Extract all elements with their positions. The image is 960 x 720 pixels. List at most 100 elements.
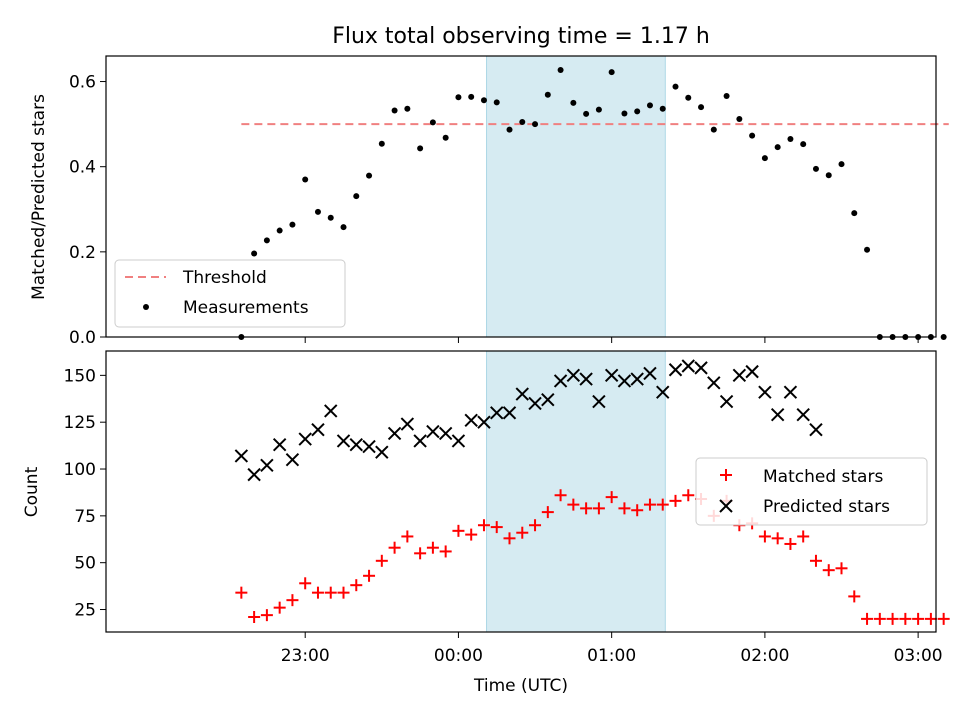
legend-box — [114, 259, 346, 328]
predicted-star-point — [451, 434, 466, 448]
x-tick-label: 00:00 — [434, 646, 483, 666]
predicted-star-point — [349, 437, 363, 452]
top-y-tick-label: 0.0 — [69, 328, 96, 348]
predicted-star-marker-b — [324, 404, 338, 418]
matched-star-point — [426, 541, 439, 554]
predicted-star-marker-b — [579, 372, 593, 386]
matched-star-point — [248, 611, 261, 624]
predicted-star-marker-b — [796, 407, 810, 422]
matched-star-point — [656, 498, 669, 511]
measurement-point — [327, 214, 334, 221]
bottom-y-tick-label: 75 — [74, 507, 96, 527]
measurement-point — [544, 91, 551, 98]
matched-star-point — [643, 498, 656, 511]
predicted-star-marker-b — [553, 374, 568, 388]
predicted-star-point — [490, 406, 504, 420]
predicted-star-point — [324, 404, 338, 418]
measurement-point — [749, 132, 756, 139]
matched-star-point — [605, 491, 618, 504]
measurement-point — [506, 126, 513, 133]
matched-star-point — [388, 541, 401, 554]
measurement-point — [646, 102, 653, 109]
measurement-point — [736, 116, 743, 123]
predicted-star-point — [719, 394, 734, 409]
bottom-y-tick-label: 25 — [74, 601, 96, 621]
matched-star-point — [861, 612, 874, 625]
predicted-star-point — [362, 439, 376, 454]
matched-star-point — [809, 554, 822, 567]
predicted-star-marker-b — [362, 439, 376, 454]
legend-measurements-label: Measurements — [183, 298, 309, 318]
x-tick-label: 02:00 — [740, 646, 789, 666]
matched-star-point — [529, 519, 542, 532]
top-legend: Threshold Measurements — [114, 259, 346, 328]
measurement-point — [774, 144, 781, 151]
matched-star-point — [873, 612, 886, 625]
matched-star-point — [669, 494, 682, 507]
measurement-point — [366, 172, 373, 179]
matched-star-point — [618, 502, 631, 515]
measurement-point — [557, 67, 564, 74]
predicted-star-point — [592, 394, 606, 409]
predicted-star-marker-b — [272, 437, 287, 452]
measurement-point — [851, 210, 858, 217]
measurement-point — [698, 104, 705, 111]
matched-star-point — [899, 612, 912, 625]
predicted-star-point — [247, 467, 261, 482]
predicted-star-point — [515, 387, 529, 401]
measurement-point — [442, 134, 449, 141]
predicted-star-point — [285, 452, 300, 467]
predicted-star-marker-b — [438, 426, 453, 441]
legend-predicted-swatch-b — [719, 499, 733, 513]
measurement-point — [940, 334, 947, 340]
legend-predicted-label: Predicted stars — [763, 497, 890, 517]
top-y-axis-label: Matched/Predicted stars — [29, 94, 49, 300]
predicted-star-marker-b — [426, 424, 440, 439]
predicted-star-marker-b — [719, 394, 734, 409]
x-tick-label: 01:00 — [587, 646, 636, 666]
top-y-tick-label: 0.6 — [69, 73, 96, 93]
matched-star-point — [439, 545, 452, 558]
measurement-point — [519, 118, 526, 125]
measurement-point — [761, 155, 768, 162]
measurement-point — [314, 208, 321, 215]
bottom-y-tick-label: 150 — [64, 366, 96, 386]
predicted-star-point — [617, 374, 632, 388]
measurement-point — [583, 110, 590, 117]
predicted-star-marker-b — [413, 434, 427, 448]
predicted-star-marker-b — [477, 415, 491, 429]
predicted-star-point — [426, 424, 440, 439]
bottom-axes-frame — [105, 350, 937, 633]
predicted-star-marker-b — [656, 385, 670, 399]
measurement-point — [493, 99, 500, 106]
predicted-star-marker-b — [809, 422, 823, 437]
matched-star-point — [937, 612, 950, 625]
matched-star-point — [235, 586, 248, 599]
predicted-star-marker-b — [528, 396, 542, 411]
predicted-star-marker-b — [681, 359, 695, 373]
matched-star-point — [797, 530, 810, 543]
predicted-star-marker-b — [387, 426, 402, 441]
predicted-star-point — [809, 422, 823, 437]
predicted-star-marker-b — [336, 434, 351, 448]
predicted-star-marker-b — [617, 374, 632, 388]
measurement-point — [634, 108, 641, 115]
top-y-tick-label: 0.2 — [69, 243, 96, 263]
predicted-star-point — [579, 372, 593, 386]
bottom-y-tick-label: 100 — [64, 460, 96, 480]
predicted-star-point — [668, 363, 683, 377]
matched-star-point — [299, 577, 312, 590]
predicted-star-marker-b — [490, 406, 504, 420]
predicted-star-marker-b — [464, 413, 478, 428]
measurement-point — [353, 193, 360, 200]
measurement-point — [468, 93, 475, 100]
matched-star-point — [822, 564, 835, 577]
measurement-point — [812, 165, 819, 172]
predicted-star-marker-b — [770, 407, 785, 422]
measurement-point — [480, 97, 487, 104]
matched-star-point — [273, 601, 286, 614]
bottom-panel: 25 50 75 100 125 150 23:00 00:00 01:00 02:00 03:00… — [64, 350, 950, 666]
predicted-star-point — [502, 406, 517, 420]
predicted-star-marker-b — [732, 368, 747, 383]
